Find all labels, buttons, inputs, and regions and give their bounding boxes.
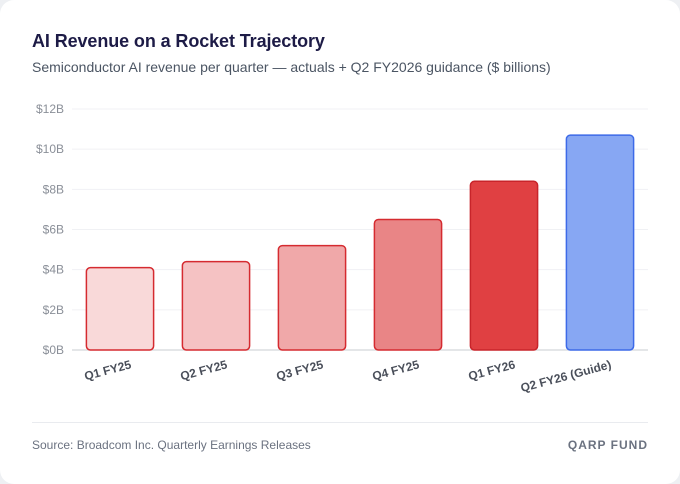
bar [277, 244, 347, 351]
bar [181, 260, 251, 351]
x-tick-label: Q4 FY25 [371, 357, 421, 383]
bar [565, 134, 635, 351]
y-tick-label: $2B [43, 303, 64, 317]
y-tick-label: $8B [43, 182, 64, 196]
bar [469, 180, 539, 351]
x-tick-label: Q2 FY26 (Guide) [519, 357, 613, 395]
y-tick-label: $0B [43, 343, 64, 357]
chart-title: AI Revenue on a Rocket Trajectory [32, 31, 325, 51]
y-tick-label: $4B [43, 263, 64, 277]
bar-chart: $0B $2B $4B $6B $8B $10B $12B Q1 FY25 Q2 FY25 Q3 … [36, 102, 648, 395]
y-tick-label: $10B [36, 142, 64, 156]
y-tick-label: $12B [36, 102, 64, 116]
bar [373, 218, 443, 351]
chart-subtitle: Semiconductor AI revenue per quarter — a… [32, 59, 551, 75]
brand-label: QARP FUND [567, 438, 648, 452]
x-tick-label: Q1 FY25 [83, 357, 133, 383]
bar [85, 266, 155, 351]
x-tick-label: Q3 FY25 [275, 357, 325, 383]
y-tick-label: $6B [43, 223, 64, 237]
footer-divider [32, 422, 648, 423]
x-tick-label: Q1 FY26 [467, 357, 517, 383]
x-tick-label: Q2 FY25 [179, 357, 229, 383]
source-note: Source: Broadcom Inc. Quarterly Earnings… [32, 438, 311, 452]
